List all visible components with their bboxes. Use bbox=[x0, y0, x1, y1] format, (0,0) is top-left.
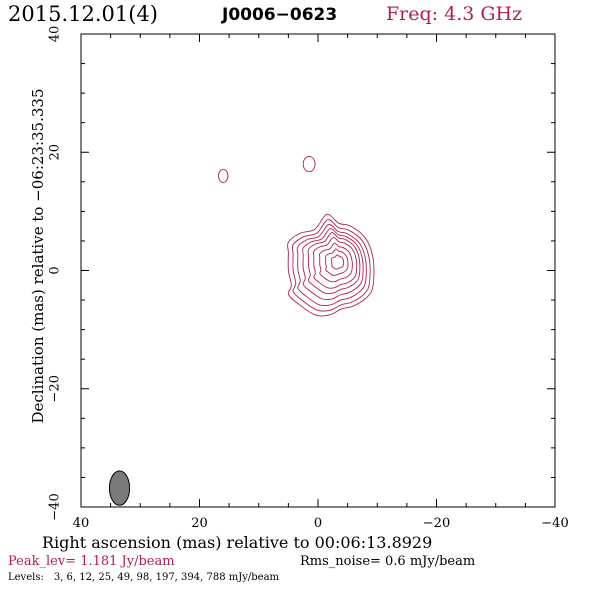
y-tick-label: 40 bbox=[48, 26, 63, 43]
contour-level-5 bbox=[307, 232, 361, 295]
contour-level-4 bbox=[302, 228, 364, 301]
axis-ticks bbox=[81, 34, 555, 507]
x-tick-label: 0 bbox=[314, 516, 322, 531]
observation-date: 2015.12.01(4) bbox=[8, 2, 158, 26]
x-tick-label: −20 bbox=[423, 516, 450, 531]
contour-levels: Levels: 3, 6, 12, 25, 49, 98, 197, 394, 7… bbox=[8, 572, 279, 583]
contour-level-2 bbox=[291, 219, 371, 312]
beam-ellipse bbox=[108, 470, 131, 506]
rms-noise: Rms_noise= 0.6 mJy/beam bbox=[300, 554, 476, 569]
contour-level-9 bbox=[331, 254, 345, 270]
y-tick-label: 0 bbox=[48, 266, 63, 274]
levels-values: 3, 6, 12, 25, 49, 98, 197, 394, 788 mJy/… bbox=[53, 572, 280, 583]
beam-shape bbox=[108, 470, 131, 506]
minor-source-contour-2 bbox=[302, 155, 316, 173]
levels-label: Levels: bbox=[8, 572, 44, 583]
contour-level-8 bbox=[325, 248, 349, 276]
axis-tick-labels: 40 20 0 −20 −40 −40 −20 0 20 40 bbox=[48, 26, 569, 531]
contour-lines bbox=[218, 155, 375, 317]
peak-level: Peak_lev= 1.181 Jy/beam bbox=[8, 554, 175, 569]
contour-level-1 bbox=[287, 213, 375, 317]
x-tick-label: 20 bbox=[191, 516, 208, 531]
source-name: J0006−0623 bbox=[222, 5, 338, 25]
contour-level-7 bbox=[319, 242, 353, 283]
contour-level-3 bbox=[296, 223, 367, 307]
x-axis-label: Right ascension (mas) relative to 00:06:… bbox=[42, 533, 433, 552]
x-tick-label: 40 bbox=[73, 516, 90, 531]
x-tick-label: −40 bbox=[541, 516, 568, 531]
y-tick-label: −20 bbox=[48, 375, 63, 402]
y-axis-label: Declination (mas) relative to −06:23:35.… bbox=[29, 88, 47, 424]
frequency-label: Freq: 4.3 GHz bbox=[386, 3, 523, 25]
plot-frame bbox=[80, 33, 556, 508]
y-tick-label: 20 bbox=[48, 144, 63, 161]
minor-source-contour-1 bbox=[218, 168, 229, 183]
contour-level-6 bbox=[312, 236, 358, 289]
y-tick-label: −40 bbox=[48, 493, 63, 520]
